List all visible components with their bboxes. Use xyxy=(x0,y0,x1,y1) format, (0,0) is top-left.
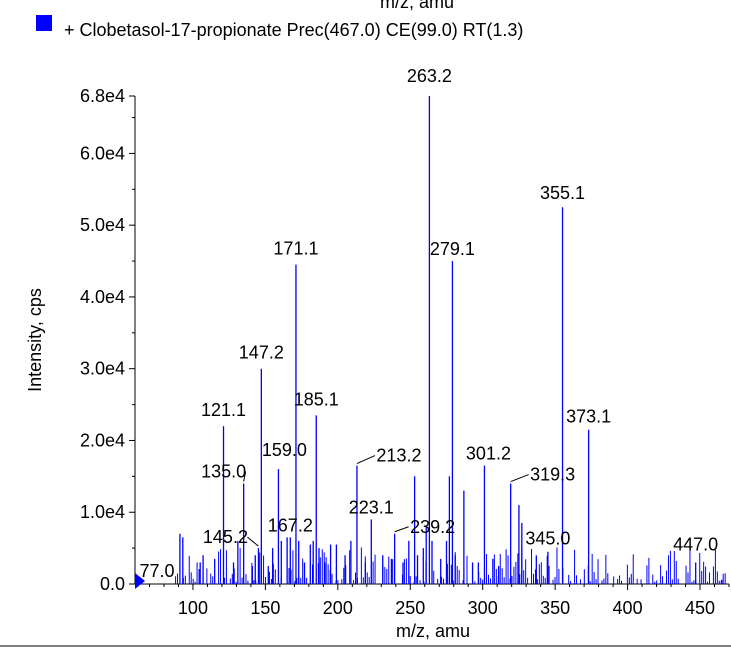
y-tick-label: 3.0e4 xyxy=(80,359,125,379)
peak-label: 279.1 xyxy=(430,239,475,259)
peak-label: 121.1 xyxy=(201,400,246,420)
peak-label: 239.2 xyxy=(410,517,455,537)
y-tick-label: 5.0e4 xyxy=(80,215,125,235)
peak-label-leader xyxy=(247,536,259,547)
peak-label: 263.2 xyxy=(407,66,452,86)
y-tick-label: 6.0e4 xyxy=(80,143,125,163)
peak-label: 345.0 xyxy=(525,529,570,549)
peak-label-leader xyxy=(356,455,376,465)
peak-label: 373.1 xyxy=(566,407,611,427)
legend-label: + Clobetasol-17-propionate Prec(467.0) C… xyxy=(64,20,524,40)
x-tick-label: 300 xyxy=(468,598,498,618)
y-tick-label: 6.8e4 xyxy=(80,86,125,106)
legend-swatch xyxy=(36,15,52,31)
y-tick-label: 0.0 xyxy=(100,574,125,594)
y-tick-label: 1.0e4 xyxy=(80,502,125,522)
x-tick-label: 200 xyxy=(323,598,353,618)
y-axis-title: Intensity, cps xyxy=(25,288,45,392)
peak-label: 447.0 xyxy=(673,534,718,554)
x-tick-label: 250 xyxy=(395,598,425,618)
x-tick-label: 450 xyxy=(685,598,715,618)
peak-label: 147.2 xyxy=(239,343,284,363)
x-axis-title: m/z, amu xyxy=(396,621,470,641)
peak-label: 185.1 xyxy=(294,389,339,409)
peak-label: 213.2 xyxy=(376,446,421,466)
peak-label: 223.1 xyxy=(349,497,394,517)
peak-label: 77.0 xyxy=(139,561,174,581)
peak-label-leader xyxy=(394,526,409,533)
x-tick-label: 350 xyxy=(540,598,570,618)
peak-label: 355.1 xyxy=(540,183,585,203)
peak-label-leader xyxy=(510,474,529,482)
x-tick-label: 100 xyxy=(178,598,208,618)
peak-label: 171.1 xyxy=(273,239,318,259)
x-tick-label: 150 xyxy=(250,598,280,618)
peak-label: 167.2 xyxy=(268,515,313,535)
peak-label: 159.0 xyxy=(262,440,307,460)
peak-label: 145.2 xyxy=(203,527,248,547)
x-tick-label: 400 xyxy=(613,598,643,618)
peak-label-leader xyxy=(243,471,247,482)
peak-label: 135.0 xyxy=(201,462,246,482)
peak-label: 301.2 xyxy=(466,444,511,464)
clipped-axis-label: m/z, amu xyxy=(380,0,455,12)
peak-label: 319.3 xyxy=(530,465,575,485)
y-tick-label: 4.0e4 xyxy=(80,287,125,307)
precursor-marker xyxy=(135,573,145,589)
y-tick-label: 2.0e4 xyxy=(80,430,125,450)
